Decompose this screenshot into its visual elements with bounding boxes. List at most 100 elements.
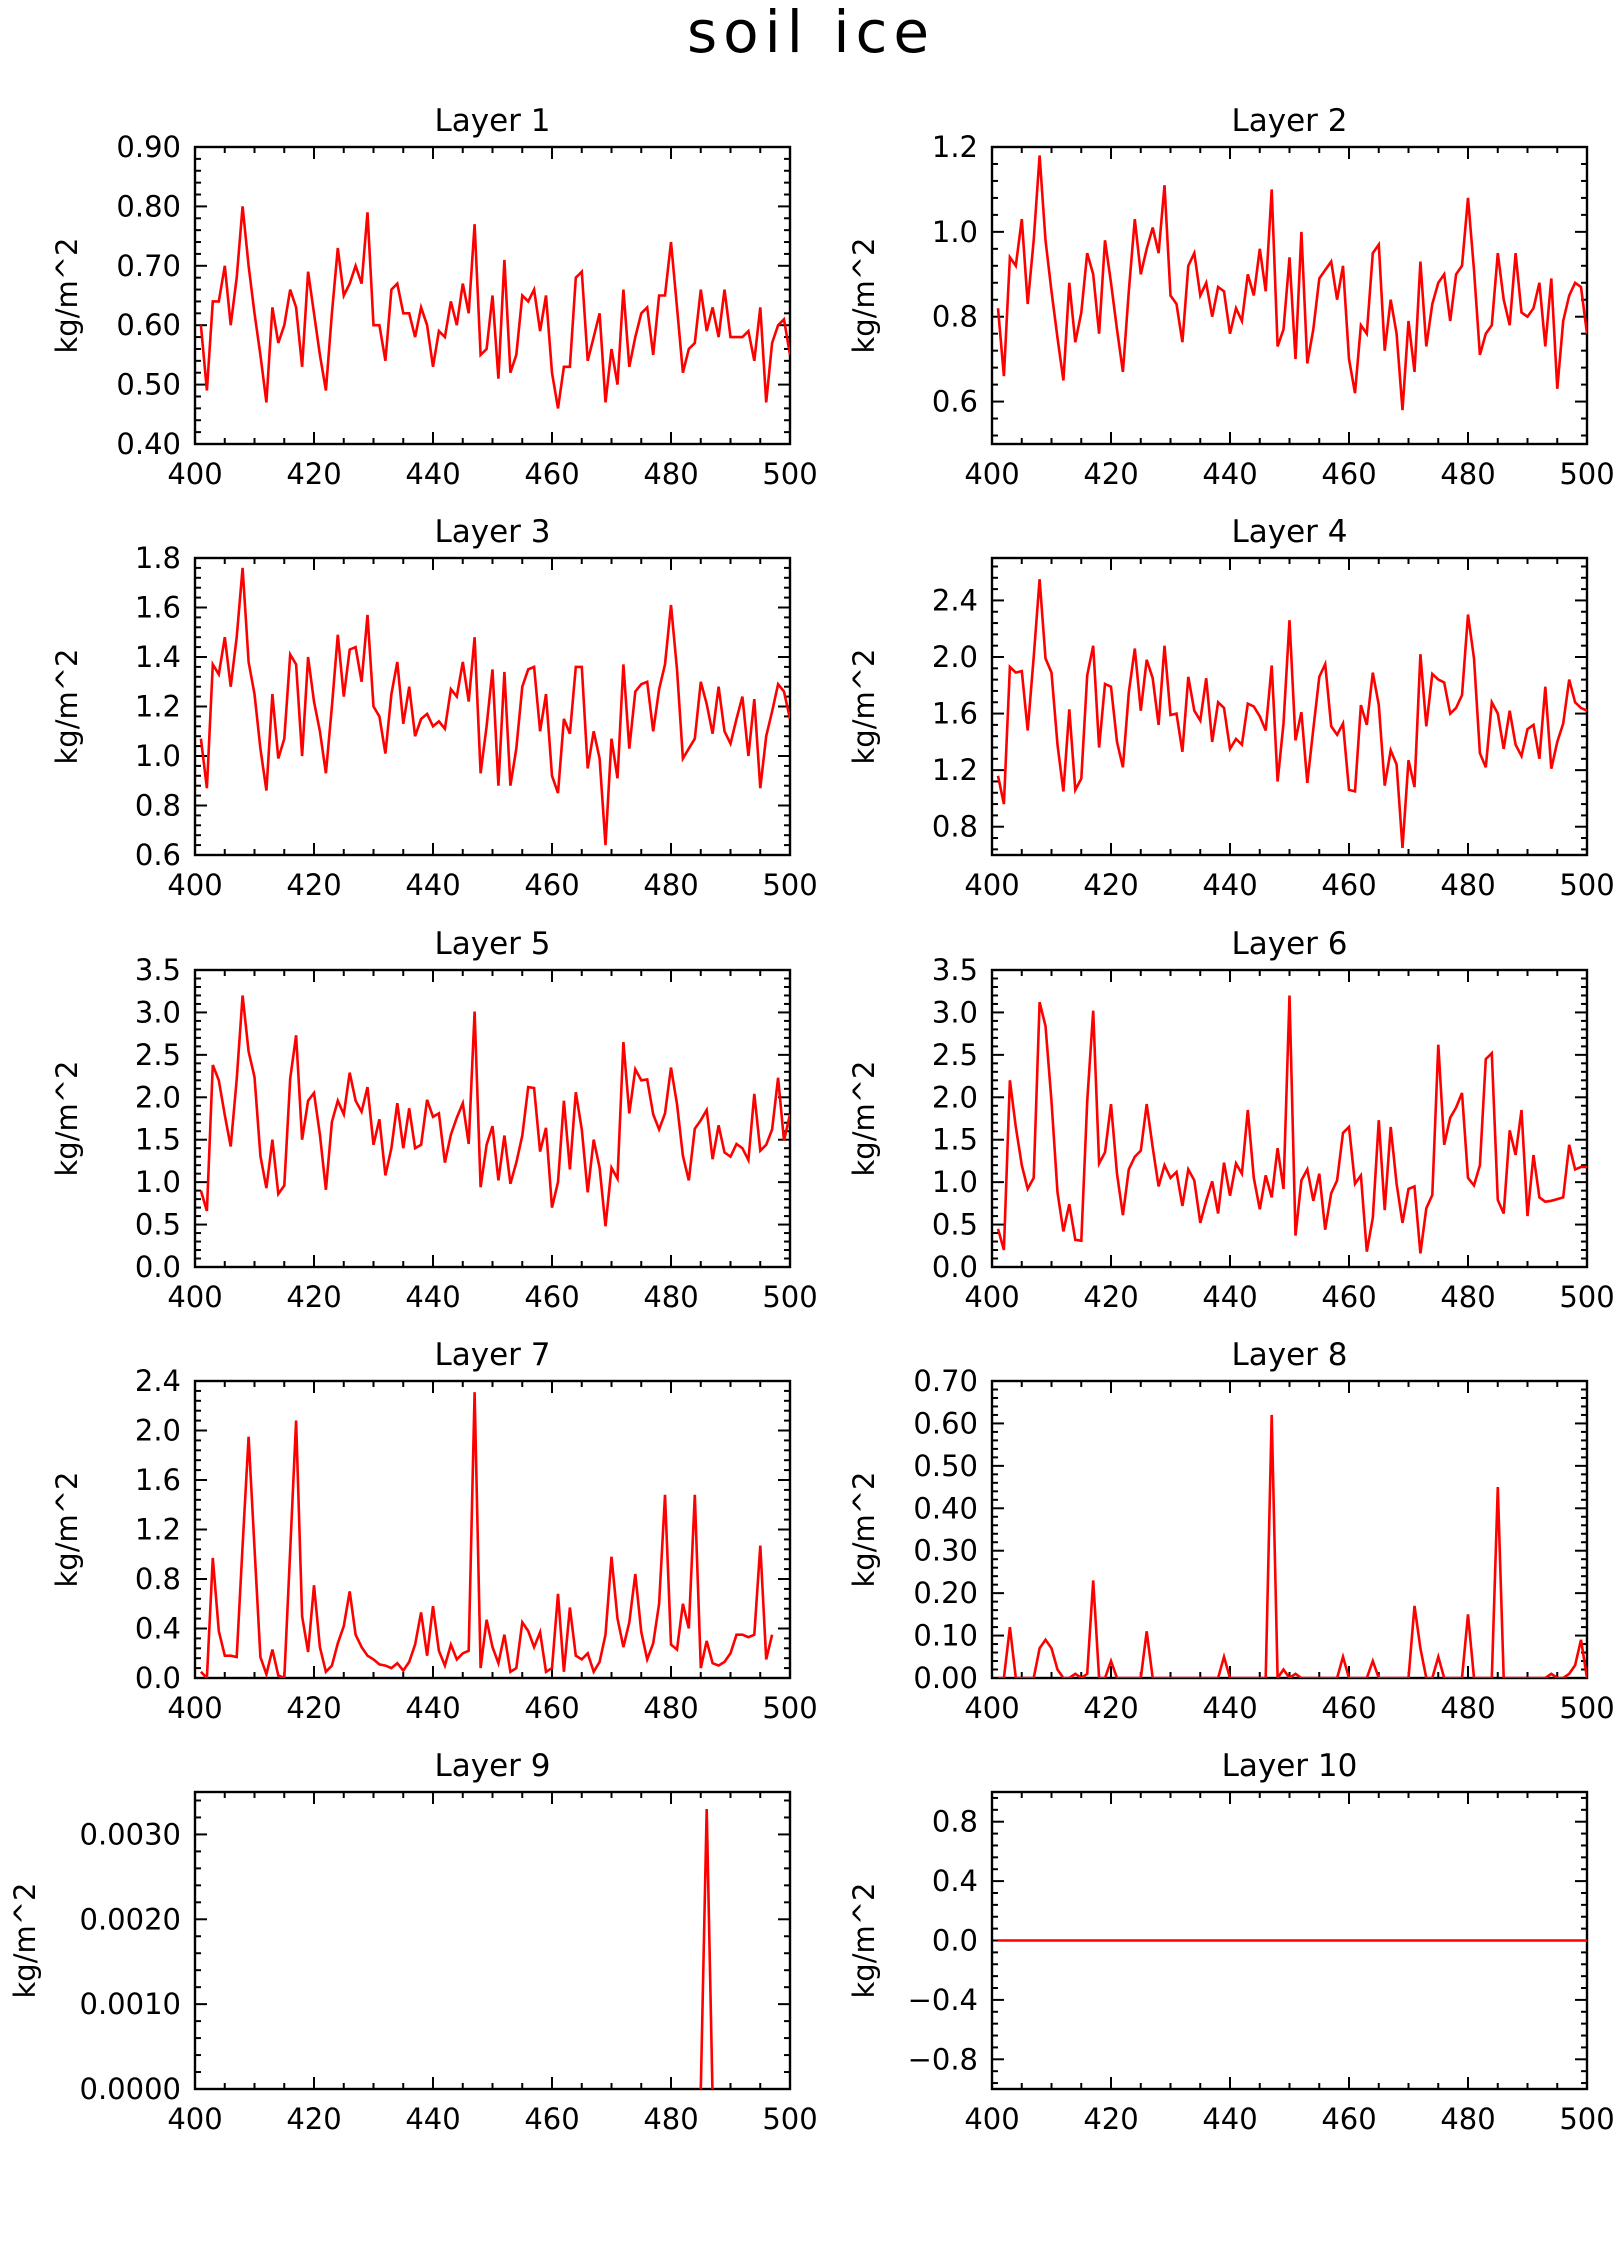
y-tick-label: 2.5: [932, 1038, 978, 1072]
series-line: [199, 995, 790, 1227]
y-tick-label: 1.5: [932, 1123, 978, 1157]
x-tick-label: 500: [1559, 1280, 1614, 1314]
series-line: [998, 1414, 1587, 1678]
x-tick-label: 440: [405, 2102, 460, 2136]
y-tick-label: 0.30: [913, 1534, 978, 1568]
x-tick-label: 440: [405, 1691, 460, 1725]
x-tick-label: 400: [167, 2102, 222, 2136]
x-tick-label: 460: [524, 457, 579, 491]
y-tick-label: 1.0: [932, 215, 978, 249]
x-tick-label: 480: [643, 868, 698, 902]
x-tick-label: 480: [1440, 457, 1495, 491]
y-tick-label: 0.6: [932, 385, 978, 419]
y-tick-label: 2.0: [932, 1080, 978, 1114]
x-tick-label: 460: [1321, 1691, 1376, 1725]
series-line: [199, 1392, 774, 1678]
y-tick-label: 0.5: [135, 1208, 181, 1242]
x-tick-label: 480: [643, 1280, 698, 1314]
x-tick-label: 460: [524, 2102, 579, 2136]
x-tick-label: 460: [524, 1280, 579, 1314]
y-axis-label: kg/m^2: [847, 238, 881, 354]
x-tick-label: 440: [1202, 868, 1257, 902]
panel-title: Layer 8: [1231, 1337, 1347, 1373]
y-axis-label: kg/m^2: [50, 649, 84, 765]
x-tick-label: 480: [1440, 868, 1495, 902]
panel-title: Layer 2: [1231, 103, 1347, 139]
y-tick-label: 1.0: [135, 1165, 181, 1199]
y-tick-label: 0.0: [932, 1924, 978, 1958]
y-tick-label: −0.8: [908, 2042, 978, 2076]
x-tick-label: 480: [643, 457, 698, 491]
y-tick-label: −0.4: [908, 1983, 978, 2017]
y-tick-label: 0.8: [932, 300, 978, 334]
panel-layer-2: Layer 2 kg/m^2 400 420 440 460 480 500 0.6 0.8 1.0…: [847, 103, 1615, 491]
y-tick-label: 2.4: [135, 1364, 181, 1398]
x-tick-label: 440: [405, 1280, 460, 1314]
y-tick-label: 2.0: [135, 1080, 181, 1114]
y-axis-label: kg/m^2: [847, 1472, 881, 1588]
panel-layer-10: Layer 10 kg/m^2 400 420 440 460 480 500 −0.8 −0.4…: [847, 1748, 1615, 2136]
x-tick-label: 440: [1202, 457, 1257, 491]
y-tick-label: 0.4: [932, 1864, 978, 1898]
y-tick-label: 1.2: [135, 690, 181, 724]
panels: Layer 1 kg/m^2 400 420 440 460 480 500 0.40 0.50 0…: [8, 103, 1615, 2136]
x-tick-label: 420: [1083, 1691, 1138, 1725]
x-tick-label: 400: [964, 868, 1019, 902]
x-tick-label: 420: [286, 2102, 341, 2136]
y-tick-label: 0.8: [135, 1562, 181, 1596]
y-tick-label: 0.40: [116, 427, 181, 461]
y-tick-label: 3.0: [932, 995, 978, 1029]
y-tick-label: 3.0: [135, 995, 181, 1029]
panel-title: Layer 6: [1231, 926, 1347, 962]
panel-title: Layer 7: [434, 1337, 550, 1373]
y-tick-label: 0.80: [116, 189, 181, 223]
y-tick-label: 0.10: [913, 1619, 978, 1653]
x-tick-label: 460: [1321, 2102, 1376, 2136]
y-tick-label: 0.8: [135, 789, 181, 823]
y-axis-label: kg/m^2: [50, 1472, 84, 1588]
x-tick-label: 500: [1559, 2102, 1614, 2136]
x-tick-label: 480: [643, 2102, 698, 2136]
x-tick-label: 480: [1440, 1280, 1495, 1314]
panel-layer-1: Layer 1 kg/m^2 400 420 440 460 480 500 0.40 0.50 0…: [50, 103, 818, 491]
y-tick-label: 1.6: [932, 697, 978, 731]
y-tick-label: 1.2: [135, 1513, 181, 1547]
panel-layer-4: Layer 4 kg/m^2 400 420 440 460 480 500 0.8 1.2 1.6…: [847, 514, 1615, 902]
panel-title: Layer 9: [434, 1748, 550, 1784]
y-tick-label: 1.6: [135, 1463, 181, 1497]
x-tick-label: 420: [1083, 868, 1138, 902]
y-tick-label: 0.0010: [80, 1987, 181, 2021]
x-tick-label: 500: [1559, 457, 1614, 491]
figure-title: soil ice: [687, 0, 935, 66]
series-line: [699, 1808, 714, 2089]
y-tick-label: 0.50: [913, 1449, 978, 1483]
x-tick-label: 500: [1559, 1691, 1614, 1725]
y-tick-label: 0.6: [135, 838, 181, 872]
x-tick-label: 440: [405, 457, 460, 491]
series-line: [199, 206, 790, 409]
x-tick-label: 400: [964, 2102, 1019, 2136]
y-tick-label: 2.0: [135, 1414, 181, 1448]
panel-title: Layer 5: [434, 926, 550, 962]
y-axis-label: kg/m^2: [847, 649, 881, 765]
y-tick-label: 1.2: [932, 130, 978, 164]
x-tick-label: 420: [286, 457, 341, 491]
y-tick-label: 0.5: [932, 1208, 978, 1242]
x-tick-label: 420: [286, 868, 341, 902]
y-tick-label: 0.70: [913, 1364, 978, 1398]
y-axis-label: kg/m^2: [50, 238, 84, 354]
y-tick-label: 1.6: [135, 591, 181, 625]
y-tick-label: 1.0: [135, 739, 181, 773]
x-tick-label: 400: [167, 1280, 222, 1314]
y-axis-label: kg/m^2: [50, 1061, 84, 1177]
y-axis-label: kg/m^2: [847, 1883, 881, 1999]
x-tick-label: 400: [167, 457, 222, 491]
y-axis-label: kg/m^2: [847, 1061, 881, 1177]
y-tick-label: 2.0: [932, 640, 978, 674]
y-axis-label: kg/m^2: [8, 1883, 42, 1999]
plot-frame: [193, 556, 792, 857]
x-tick-label: 500: [762, 1280, 817, 1314]
x-tick-label: 460: [524, 868, 579, 902]
x-tick-label: 460: [1321, 868, 1376, 902]
x-tick-label: 480: [643, 1691, 698, 1725]
